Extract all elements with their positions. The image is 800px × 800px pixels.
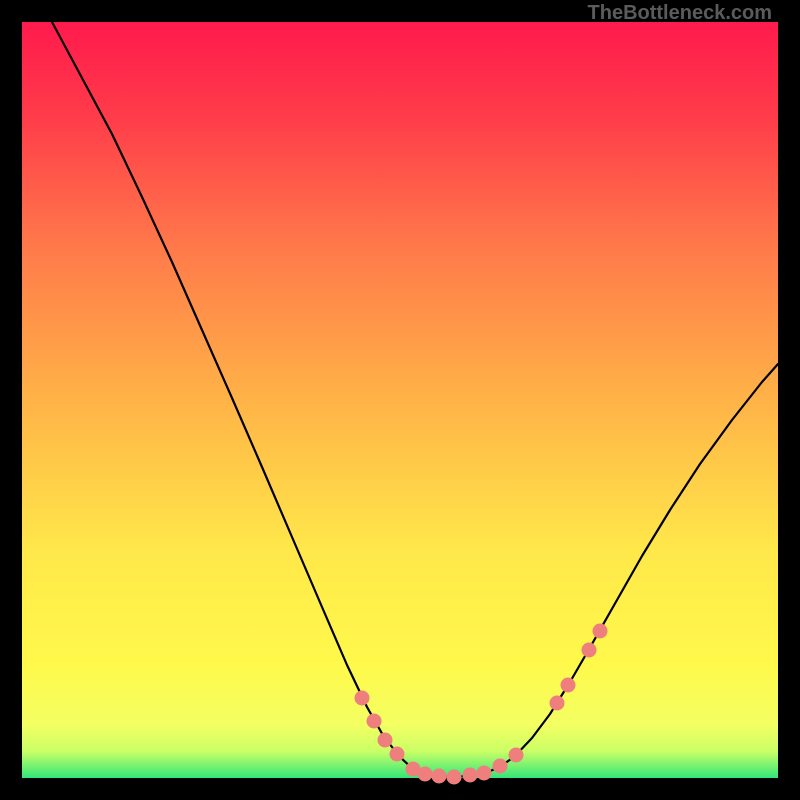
curve-marker [582, 643, 597, 658]
curve-marker [593, 624, 608, 639]
curve-marker [355, 691, 370, 706]
plot-svg [22, 22, 778, 778]
curve-marker [378, 733, 393, 748]
curve-marker [550, 696, 565, 711]
curve-marker [561, 678, 576, 693]
curve-marker [418, 767, 433, 782]
curve-marker [432, 769, 447, 784]
curve-marker [493, 759, 508, 774]
curve-marker [367, 714, 382, 729]
curve-marker [509, 748, 524, 763]
curve-marker [390, 747, 405, 762]
bottleneck-curve [52, 22, 778, 777]
curve-marker [463, 768, 478, 783]
curve-markers [355, 624, 608, 785]
curve-marker [477, 766, 492, 781]
chart-outer: TheBottleneck.com [0, 0, 800, 800]
curve-marker [447, 770, 462, 785]
